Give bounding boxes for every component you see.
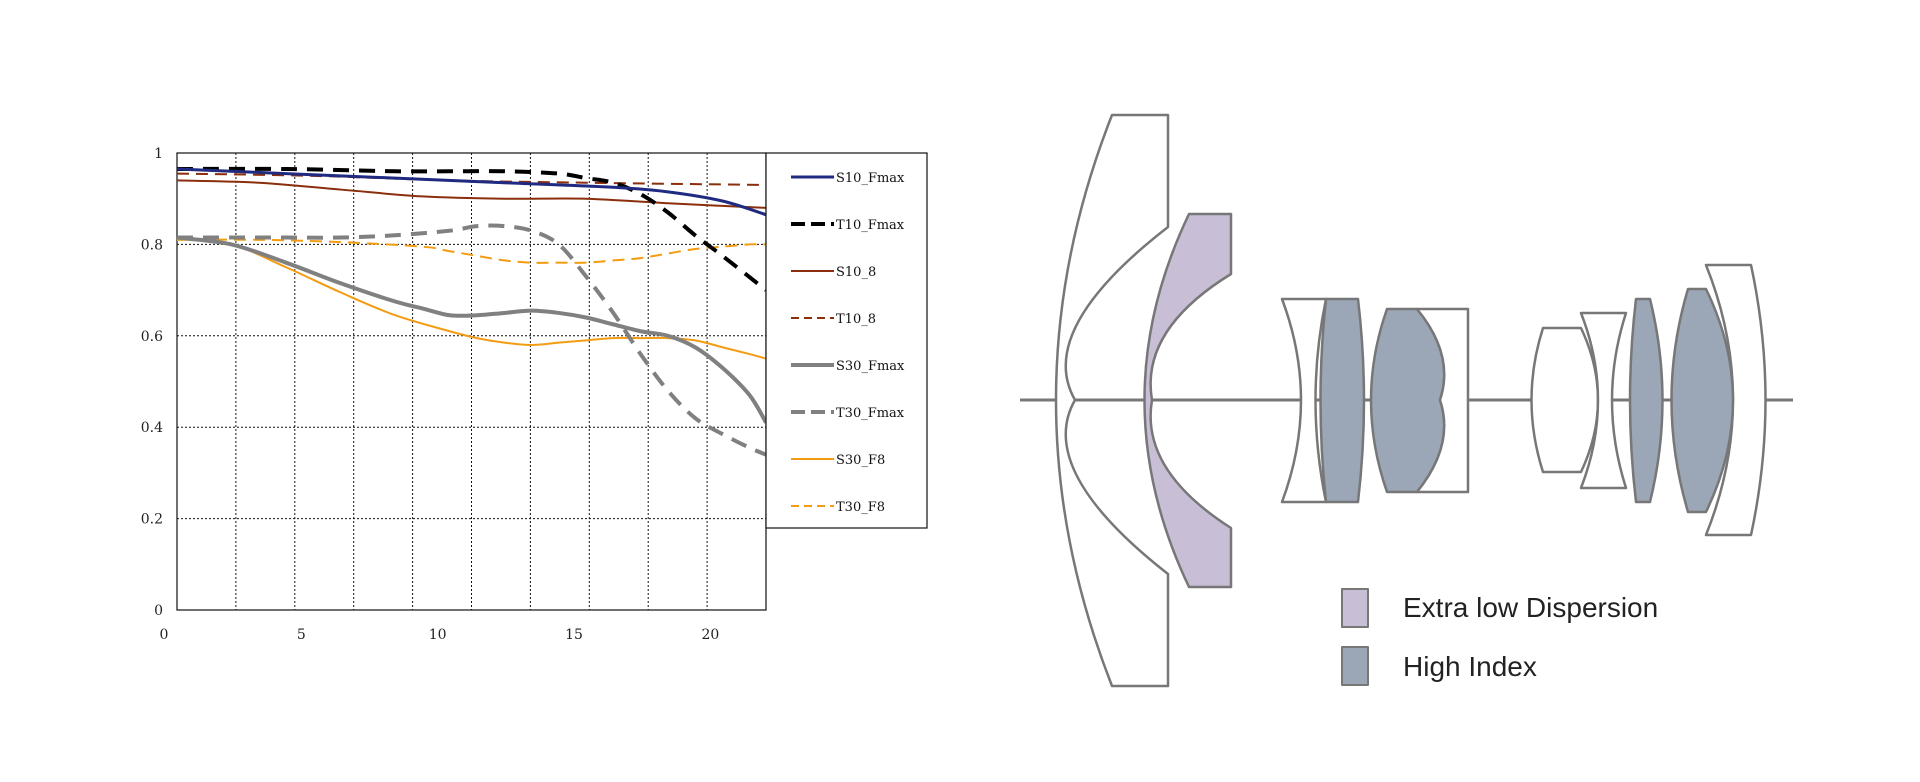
legend-label: T10_8: [836, 312, 876, 327]
lens-element-4-high-index: [1319, 297, 1366, 504]
x-axis-ticks: 0 5 10 15 20: [160, 627, 720, 643]
mtf-chart: 0 0.2 0.4 0.6 0.8 1 0 5 10 15 20 S10_Fmax T10_Fmax…: [141, 146, 928, 643]
lens-element-7: [1530, 326, 1600, 474]
series-line-t30-f8: [176, 238, 767, 264]
chart-grid: [177, 153, 766, 610]
series-line-s30-f8: [176, 236, 767, 360]
series-line-s10-fmax: [176, 167, 767, 217]
y-tick-label: 0.6: [141, 329, 163, 345]
chart-legend: S10_Fmax T10_Fmax S10_8 T10_8 S30_Fmax T30_Fm…: [765, 152, 928, 529]
key-swatch-extra-low-dispersion: [1341, 588, 1369, 628]
lens-element-8: [1579, 311, 1628, 490]
legend-label: S30_F8: [836, 453, 885, 468]
lens-key: Extra low Dispersion High Index: [1341, 588, 1658, 686]
series-layer: [176, 166, 768, 457]
y-axis-ticks: 0 0.2 0.4 0.6 0.8 1: [141, 146, 163, 619]
lens-element-1: [1054, 113, 1170, 688]
lens-diagram: Extra low Dispersion High Index: [1020, 113, 1793, 688]
legend-label: S10_Fmax: [836, 171, 905, 186]
x-tick-label: 20: [701, 627, 719, 643]
lens-element-6: [1415, 307, 1470, 494]
series-line-t10-fmax: [176, 166, 768, 292]
series-line-s10-8: [176, 179, 767, 209]
legend-label: T10_Fmax: [836, 218, 905, 233]
series-line-t30-fmax: [176, 223, 767, 457]
x-tick-label: 0: [160, 627, 169, 643]
legend-items: S10_Fmax T10_Fmax S10_8 T10_8 S30_Fmax T30_Fm…: [791, 171, 905, 515]
x-tick-label: 10: [429, 627, 447, 643]
lens-element-2-ed: [1143, 212, 1233, 589]
key-label-extra-low-dispersion: Extra low Dispersion: [1403, 592, 1658, 623]
key-label-high-index: High Index: [1403, 651, 1537, 682]
y-tick-label: 0.8: [141, 237, 163, 253]
y-tick-label: 0.2: [141, 512, 163, 528]
legend-label: S10_8: [836, 265, 876, 280]
legend-label: S30_Fmax: [836, 359, 905, 374]
key-swatch-high-index: [1341, 646, 1369, 686]
legend-label: T30_F8: [836, 500, 885, 515]
lens-element-10: [1704, 263, 1767, 537]
y-tick-label: 0: [154, 603, 163, 619]
legend-label: T30_Fmax: [836, 406, 905, 421]
x-tick-label: 15: [565, 627, 583, 643]
series-line-s30-fmax: [176, 235, 768, 424]
legend-box: [765, 152, 928, 529]
x-tick-label: 5: [297, 627, 306, 643]
y-tick-label: 1: [154, 146, 163, 162]
lens-element-5-high-index: [1369, 307, 1446, 494]
lens-element-9-high-index: [1628, 297, 1664, 504]
y-tick-label: 0.4: [141, 420, 163, 436]
lens-element-11-high-index: [1670, 287, 1735, 514]
